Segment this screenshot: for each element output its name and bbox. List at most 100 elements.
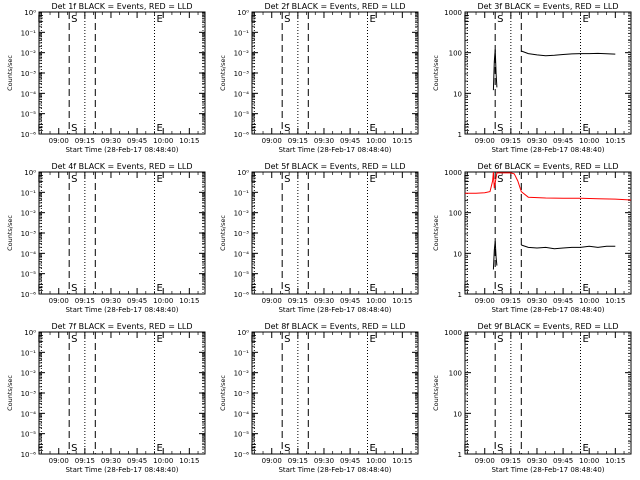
x-tick-label: 09:15 (75, 297, 95, 305)
x-axis-title: Start Time (28-Feb-17 08:48:40) (65, 146, 178, 154)
x-tick-label: 09:45 (340, 457, 360, 465)
panel-det-5: Det 5f BLACK = Events, RED = LLD 10⁻⁶ 10⁻⁵… (219, 162, 419, 314)
x-tick-label: 09:15 (288, 297, 308, 305)
y-axis-title: Counts/sec (219, 215, 227, 251)
interval-marker-bottom: E (583, 443, 589, 454)
interval-marker-bottom: E (370, 443, 376, 454)
x-tick-label: 09:45 (553, 457, 573, 465)
x-tick-label: 10:00 (579, 297, 599, 305)
y-tick-label: 10⁻⁴ (234, 90, 250, 98)
panel-title: Det 7f BLACK = Events, RED = LLD (51, 322, 192, 331)
interval-marker-top: E (583, 174, 589, 185)
x-axis-title: Start Time (28-Feb-17 08:48:40) (491, 306, 604, 314)
panel-title: Det 5f BLACK = Events, RED = LLD (264, 162, 405, 171)
y-tick-label: 10⁻¹ (21, 189, 37, 197)
interval-marker-top: S (284, 334, 290, 345)
panel-det-8: Det 8f BLACK = Events, RED = LLD 10⁻⁶ 10⁻⁵… (219, 322, 419, 474)
interval-marker-bottom: E (37, 443, 43, 454)
interval-marker-top: E (250, 14, 256, 25)
x-tick-label: 10:15 (179, 297, 199, 305)
x-tick-label: 10:00 (366, 297, 386, 305)
interval-marker-top: E (157, 334, 163, 345)
panel-title: Det 3f BLACK = Events, RED = LLD (477, 2, 618, 11)
y-tick-label: 10⁰ (24, 9, 36, 17)
y-tick-label: 10⁻⁴ (21, 410, 37, 418)
x-axis-title: Start Time (28-Feb-17 08:48:40) (278, 466, 391, 474)
panel-title: Det 8f BLACK = Events, RED = LLD (264, 322, 405, 331)
x-tick-label: 09:00 (475, 137, 495, 145)
panel-det-3: Det 3f BLACK = Events, RED = LLD 1 10 100 10… (432, 2, 632, 154)
y-tick-label: 10 (453, 250, 462, 258)
y-tick-label: 100 (449, 370, 462, 378)
interval-marker-top: S (71, 14, 77, 25)
interval-marker-bottom: E (370, 283, 376, 294)
x-tick-label: 10:00 (366, 137, 386, 145)
y-tick-label: 10⁻⁴ (21, 250, 37, 258)
x-tick-label: 10:15 (392, 137, 412, 145)
plot-frame (38, 171, 206, 295)
y-tick-label: 1000 (444, 169, 462, 177)
series-line-events (521, 244, 616, 250)
interval-marker-top: E (463, 14, 469, 25)
x-tick-label: 10:15 (605, 297, 625, 305)
x-tick-label: 09:00 (262, 137, 282, 145)
x-tick-label: 09:30 (527, 457, 547, 465)
x-tick-label: 09:15 (288, 457, 308, 465)
interval-marker-top: E (370, 14, 376, 25)
interval-marker-top: E (157, 14, 163, 25)
y-tick-label: 10⁻³ (21, 230, 37, 238)
interval-marker-top: S (497, 174, 503, 185)
y-tick-label: 1000 (444, 9, 462, 17)
interval-marker-bottom: E (250, 123, 256, 134)
y-tick-label: 10⁰ (237, 329, 249, 337)
y-tick-label: 10⁻² (234, 50, 250, 58)
x-tick-label: 09:45 (340, 137, 360, 145)
interval-marker-bottom: E (157, 123, 163, 134)
interval-marker-top: E (370, 174, 376, 185)
x-tick-label: 09:15 (501, 137, 521, 145)
x-tick-label: 10:15 (179, 457, 199, 465)
interval-marker-top: E (463, 174, 469, 185)
plot-frame (251, 11, 419, 135)
y-tick-label: 10⁰ (237, 9, 249, 17)
y-axis-title: Counts/sec (432, 55, 440, 91)
y-tick-label: 100 (449, 210, 462, 218)
series-line-lld (465, 172, 631, 201)
plot-frame (251, 331, 419, 455)
x-tick-label: 09:30 (314, 297, 334, 305)
y-tick-label: 10⁻¹ (234, 349, 250, 357)
interval-marker-bottom: S (71, 443, 77, 454)
y-tick-label: 10⁻⁶ (234, 451, 250, 459)
panel-det-7: Det 7f BLACK = Events, RED = LLD 10⁻⁶ 10⁻⁵… (6, 322, 206, 474)
plot-frame (38, 331, 206, 455)
interval-marker-bottom: S (71, 123, 77, 134)
panel-title: Det 6f BLACK = Events, RED = LLD (477, 162, 618, 171)
y-tick-label: 10⁻⁶ (21, 131, 37, 139)
x-axis-title: Start Time (28-Feb-17 08:48:40) (491, 466, 604, 474)
y-tick-label: 10⁻⁵ (21, 111, 37, 119)
interval-marker-top: E (583, 334, 589, 345)
panel-title: Det 1f BLACK = Events, RED = LLD (51, 2, 192, 11)
interval-marker-bottom: E (157, 283, 163, 294)
x-tick-label: 10:15 (605, 457, 625, 465)
panel-det-2: Det 2f BLACK = Events, RED = LLD 10⁻⁶ 10⁻⁵… (219, 2, 419, 154)
y-tick-label: 10⁻⁴ (234, 250, 250, 258)
x-tick-label: 10:00 (153, 457, 173, 465)
y-tick-label: 10⁻³ (234, 230, 250, 238)
x-tick-label: 10:00 (153, 137, 173, 145)
interval-marker-top: E (370, 334, 376, 345)
panel-title: Det 4f BLACK = Events, RED = LLD (51, 162, 192, 171)
panel-det-6: Det 6f BLACK = Events, RED = LLD 1 10 100 10… (432, 162, 632, 314)
interval-marker-bottom: E (583, 123, 589, 134)
x-tick-label: 09:00 (49, 137, 69, 145)
y-tick-label: 10⁻² (21, 210, 37, 218)
y-axis-title: Counts/sec (432, 215, 440, 251)
interval-marker-top: E (250, 174, 256, 185)
panel-title: Det 9f BLACK = Events, RED = LLD (477, 322, 618, 331)
x-tick-label: 09:30 (314, 137, 334, 145)
interval-marker-top: S (284, 174, 290, 185)
panel-det-1: Det 1f BLACK = Events, RED = LLD 10⁻⁶ 10⁻⁵… (6, 2, 206, 154)
x-tick-label: 09:45 (127, 297, 147, 305)
x-tick-label: 09:15 (288, 137, 308, 145)
y-axis-title: Counts/sec (432, 375, 440, 411)
